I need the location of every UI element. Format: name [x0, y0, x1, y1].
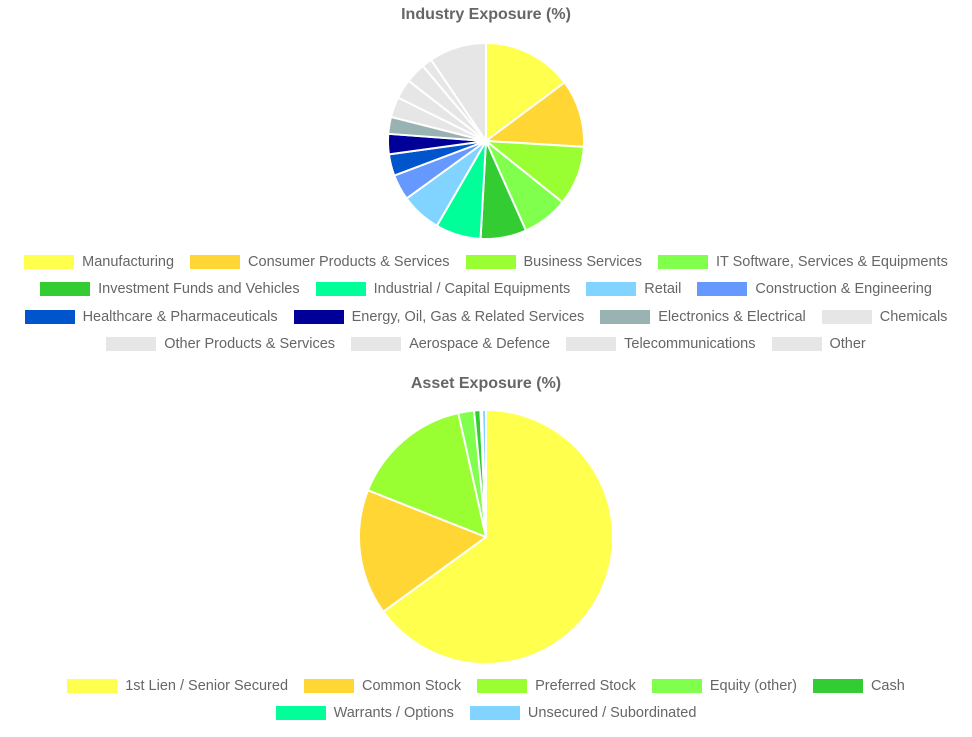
asset-legend-label: Equity (other)	[709, 677, 797, 694]
industry-legend-item-aerospace-defence[interactable]: Aerospace & Defence	[351, 336, 550, 352]
industry-legend-swatch	[771, 337, 822, 352]
industry-legend-label: Business Services	[523, 253, 642, 270]
industry-legend-item-telecommunications[interactable]: Telecommunications	[566, 336, 756, 353]
asset-chart-title: Asset Exposure (%)	[410, 375, 562, 392]
industry-legend-label: Telecommunications	[624, 336, 756, 353]
asset-legend-item-1st-lien-senior-secured[interactable]: 1st Lien / Senior Secured	[67, 678, 288, 694]
industry-legend-swatch	[821, 309, 872, 324]
industry-legend-swatch	[351, 337, 402, 352]
asset-slice-unsecured-subordinated[interactable]	[481, 408, 487, 538]
industry-legend-item-industrial-capital-equipments[interactable]: Industrial / Capital Equipments	[315, 281, 571, 298]
industry-legend-swatch	[465, 254, 516, 269]
industry-legend-swatch	[24, 254, 75, 269]
asset-legend-label: Common Stock	[362, 677, 462, 694]
industry-legend-label: Energy, Oil, Gas & Related Services	[351, 308, 585, 325]
industry-legend-label: Chemicals	[879, 308, 948, 325]
industry-legend-label: IT Software, Services & Equipments	[715, 253, 948, 270]
asset-legend-item-preferred-stock[interactable]: Preferred Stock	[477, 678, 636, 694]
industry-legend-swatch	[657, 254, 708, 269]
industry-legend-swatch	[40, 282, 91, 297]
industry-legend-swatch	[190, 254, 241, 269]
industry-legend-item-consumer-products-services[interactable]: Consumer Products & Services	[190, 253, 450, 270]
asset-legend-swatch	[651, 678, 702, 693]
asset-legend-row: Warrants / Options Unsecured / Subordinat…	[0, 700, 972, 728]
asset-legend-label: Warrants / Options	[333, 705, 454, 722]
industry-legend-label: Retail	[644, 281, 682, 298]
industry-legend-swatch	[315, 282, 366, 297]
industry-legend-swatch	[600, 309, 651, 324]
asset-legend-item-cash[interactable]: Cash	[812, 677, 905, 694]
industry-legend-label: Aerospace & Defence	[409, 336, 551, 353]
industry-slice-other[interactable]	[430, 42, 487, 142]
asset-legend-swatch	[304, 678, 355, 693]
industry-legend-item-business-services[interactable]: Business Services	[465, 253, 642, 270]
asset-legend-item-warrants-options[interactable]: Warrants / Options	[275, 705, 454, 722]
industry-legend-item-electronics-electrical[interactable]: Electronics & Electrical	[600, 308, 806, 325]
industry-legend-item-manufacturing[interactable]: Manufacturing	[24, 254, 174, 270]
asset-legend-swatch	[477, 678, 528, 693]
industry-legend-swatch	[566, 337, 617, 352]
asset-legend-item-common-stock[interactable]: Common Stock	[304, 678, 461, 694]
industry-legend: Manufacturing Consumer Products & Service…	[0, 248, 972, 358]
industry-legend-label: Electronics & Electrical	[658, 308, 806, 325]
asset-legend-swatch	[812, 678, 863, 693]
industry-legend-item-it-software-services-equipments[interactable]: IT Software, Services & Equipments	[657, 253, 948, 270]
industry-legend-label: Industrial / Capital Equipments	[373, 281, 571, 298]
industry-legend-row: Healthcare & Pharmaceuticals Energy, Oil,…	[0, 303, 972, 331]
industry-legend-row: Manufacturing Consumer Products & Service…	[0, 248, 972, 276]
industry-legend-swatch	[586, 282, 637, 297]
industry-legend-label: Other	[829, 336, 866, 353]
asset-slice-common-stock[interactable]	[358, 489, 487, 613]
asset-legend: 1st Lien / Senior Secured Common Stock Pre…	[0, 672, 972, 727]
industry-legend-label: Construction & Engineering	[755, 281, 932, 298]
industry-legend-row: Other Products & Services Aerospace & Def…	[0, 331, 972, 359]
asset-slice-1st-lien-senior-secured[interactable]	[382, 409, 614, 665]
industry-legend-row: Investment Funds and Vehicles Industrial …	[0, 276, 972, 304]
industry-legend-item-energy-oil-gas-related-services[interactable]: Energy, Oil, Gas & Related Services	[293, 308, 585, 325]
asset-legend-item-equity-other[interactable]: Equity (other)	[651, 677, 797, 694]
industry-legend-label: Manufacturing	[82, 253, 175, 270]
industry-legend-item-construction-engineering[interactable]: Construction & Engineering	[697, 281, 932, 297]
industry-legend-item-other-products-services[interactable]: Other Products & Services	[106, 336, 335, 352]
industry-legend-label: Other Products & Services	[164, 336, 336, 353]
industry-legend-item-healthcare-pharmaceuticals[interactable]: Healthcare & Pharmaceuticals	[24, 308, 278, 325]
industry-chart-title: Industry Exposure (%)	[401, 6, 571, 23]
asset-slice-preferred-stock[interactable]	[366, 412, 487, 538]
asset-legend-swatch	[67, 678, 118, 693]
asset-legend-label: Preferred Stock	[535, 677, 636, 694]
industry-legend-swatch	[24, 309, 75, 324]
asset-legend-row: 1st Lien / Senior Secured Common Stock Pre…	[0, 672, 972, 700]
industry-legend-label: Healthcare & Pharmaceuticals	[82, 308, 278, 325]
industry-legend-swatch	[293, 309, 344, 324]
industry-legend-swatch	[697, 282, 748, 297]
asset-legend-label: 1st Lien / Senior Secured	[125, 677, 289, 694]
asset-legend-swatch	[275, 706, 326, 721]
asset-legend-item-unsecured-subordinated[interactable]: Unsecured / Subordinated	[469, 705, 697, 722]
industry-legend-label: Consumer Products & Services	[248, 253, 450, 270]
asset-legend-label: Unsecured / Subordinated	[527, 705, 697, 722]
industry-legend-item-chemicals[interactable]: Chemicals	[821, 308, 948, 325]
industry-legend-item-retail[interactable]: Retail	[586, 281, 681, 297]
industry-legend-swatch	[106, 337, 157, 352]
industry-legend-label: Investment Funds and Vehicles	[98, 281, 300, 298]
industry-legend-item-investment-funds-and-vehicles[interactable]: Investment Funds and Vehicles	[40, 281, 300, 297]
asset-legend-swatch	[469, 706, 520, 721]
asset-legend-label: Cash	[870, 677, 905, 694]
industry-slice-manufacturing[interactable]	[485, 42, 566, 142]
industry-slice-consumer-products-services[interactable]	[485, 81, 585, 148]
industry-legend-item-other[interactable]: Other	[771, 336, 866, 353]
